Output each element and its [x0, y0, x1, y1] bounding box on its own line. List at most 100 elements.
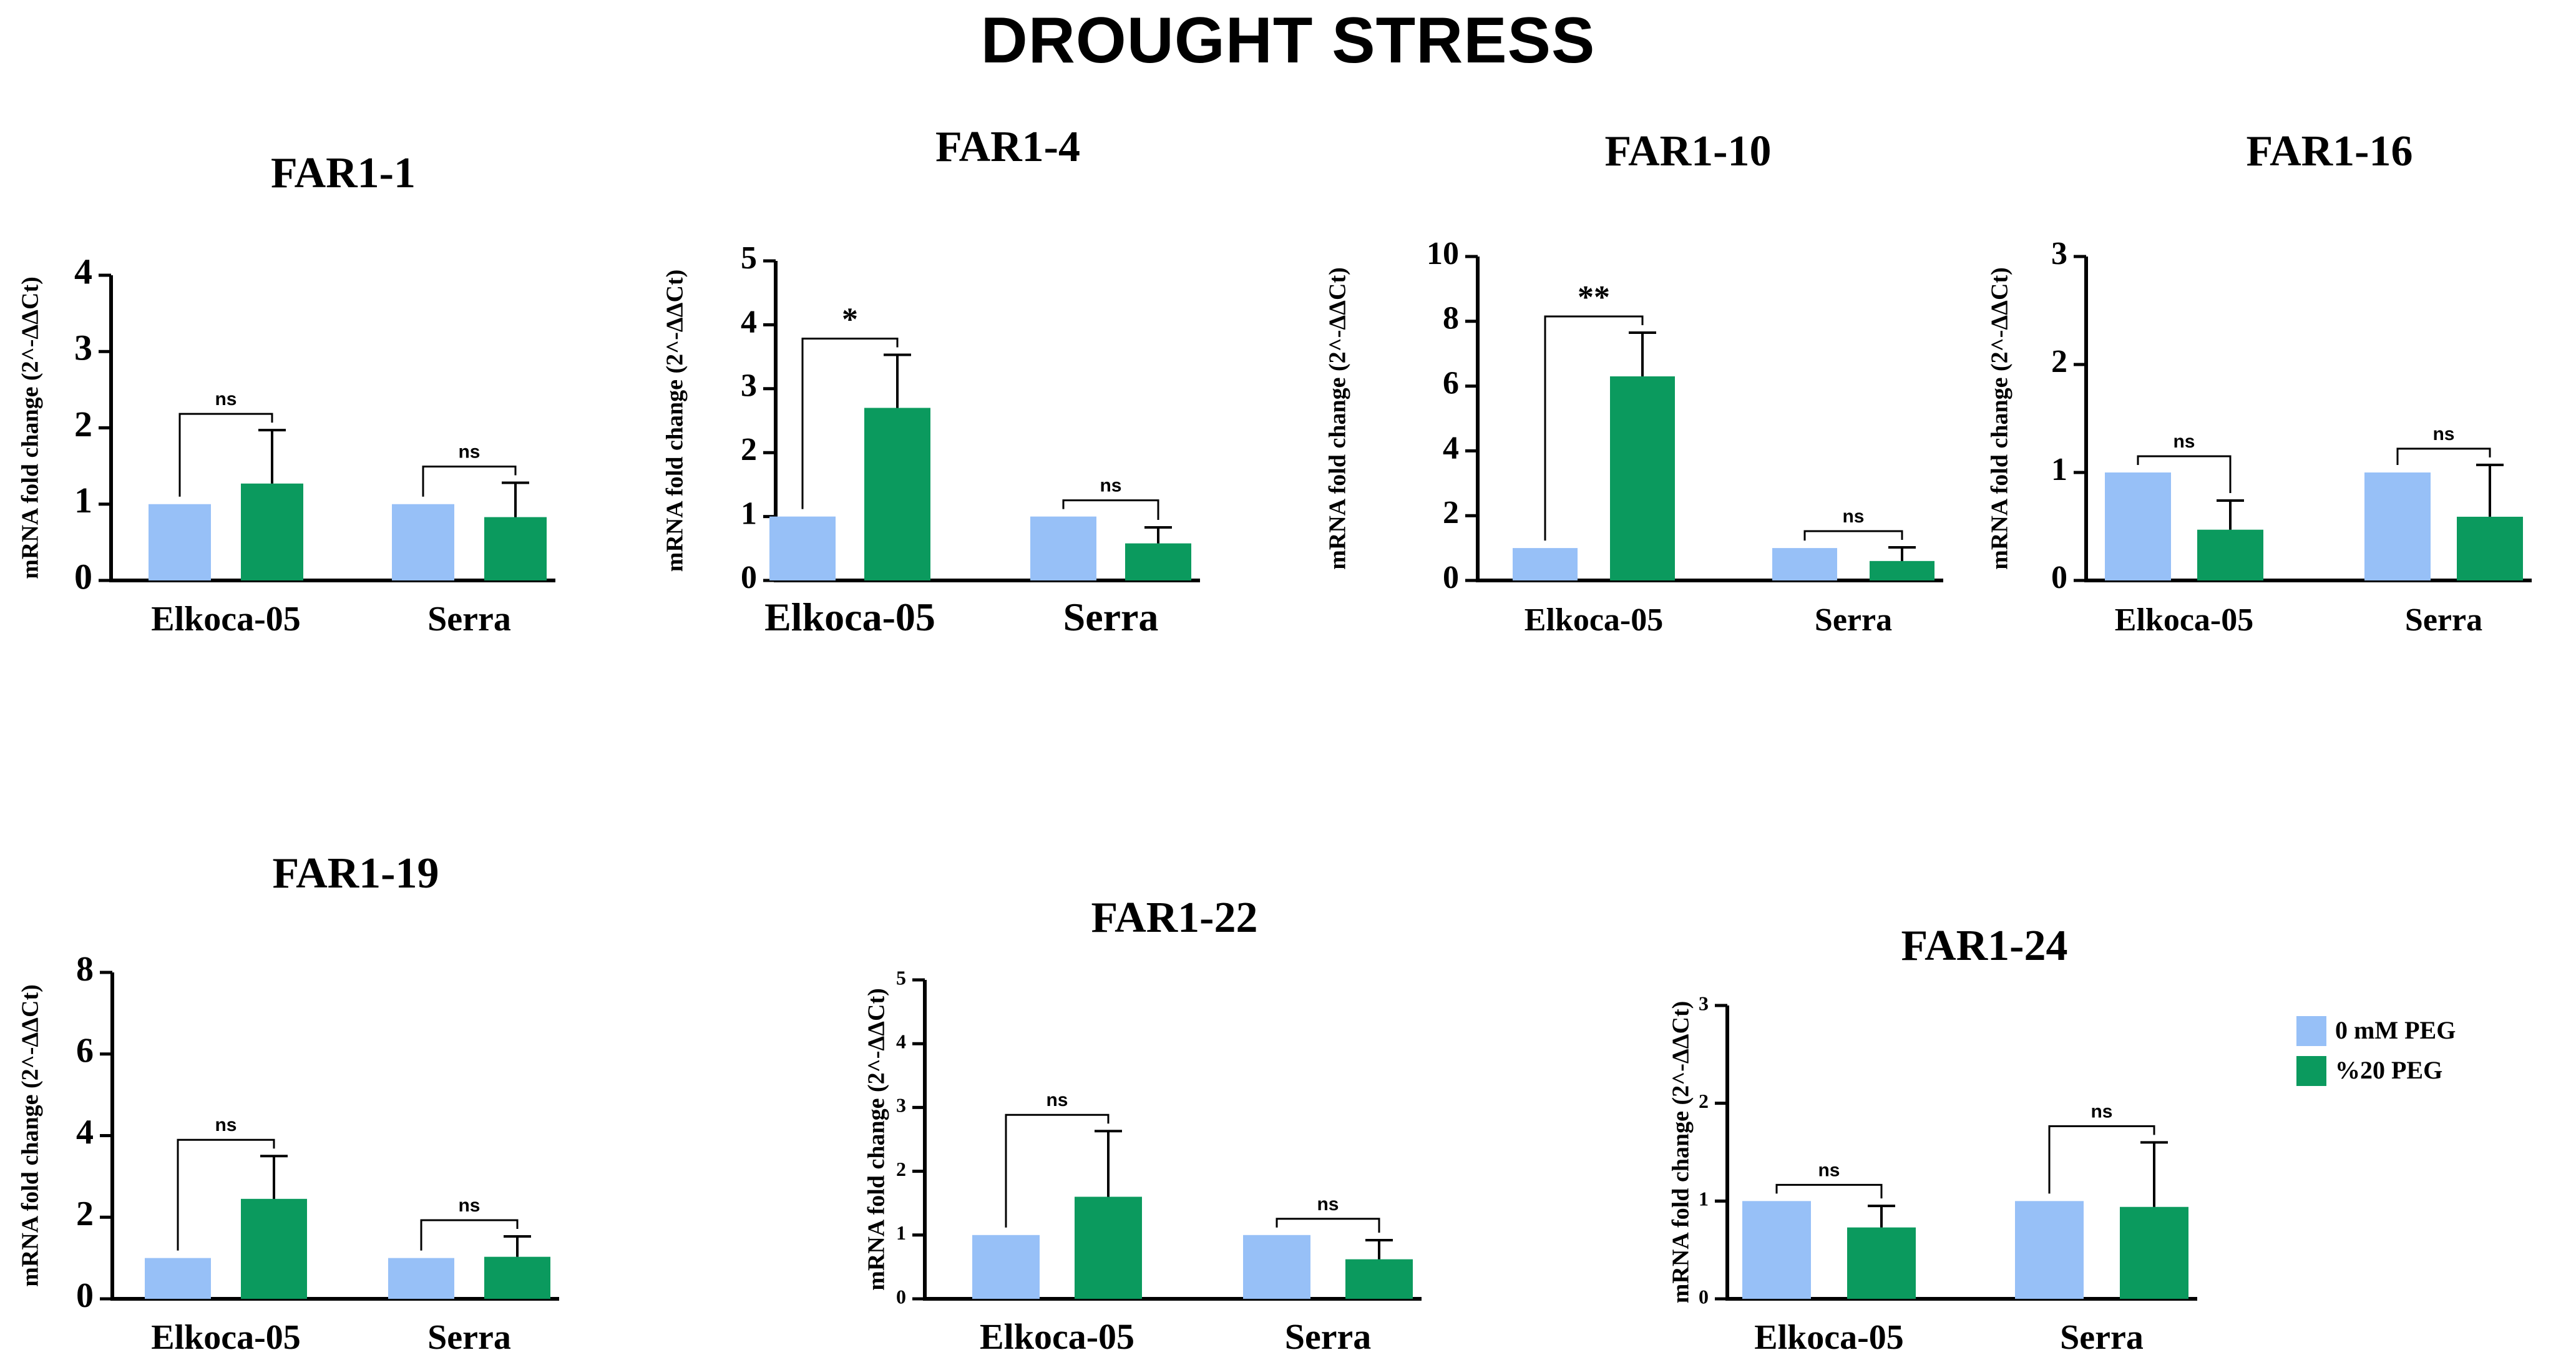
bar-20pct-PEG: [484, 1256, 550, 1299]
bar-0mM-PEG: [1030, 516, 1096, 580]
bar-20pct-PEG: [241, 483, 303, 580]
y-tick-label: 5: [741, 240, 757, 276]
legend-label: %20 PEG: [2335, 1056, 2442, 1084]
significance-label: ns: [2091, 1101, 2112, 1122]
significance-label: ns: [2432, 424, 2454, 444]
significance-label: **: [1578, 280, 1610, 315]
bar-20pct-PEG: [1610, 376, 1675, 580]
y-tick-label: 8: [76, 950, 94, 989]
y-tick-label: 4: [74, 251, 92, 291]
y-tick-label: 0: [1699, 1285, 1709, 1308]
bar-0mM-PEG: [2364, 472, 2431, 580]
significance-label: ns: [458, 1195, 480, 1216]
y-axis-label: mRNA fold change (2^-ΔΔCt): [1987, 267, 2013, 570]
chart-panel: FAR1-22 mRNA fold change (2^-ΔΔCt) 0 1 2 3 4 5 n…: [864, 894, 1422, 1355]
y-tick-label: 3: [74, 328, 92, 368]
bar-20pct-PEG: [1075, 1196, 1142, 1299]
x-category-label: Elkoca-05: [764, 595, 935, 639]
bar-20pct-PEG: [484, 517, 547, 580]
y-tick-label: 2: [2051, 344, 2067, 379]
bar-0mM-PEG: [769, 516, 836, 580]
figure-title: DROUGHT STRESS: [980, 4, 1596, 77]
bar-20pct-PEG: [2120, 1206, 2188, 1299]
y-tick-label: 6: [76, 1032, 94, 1070]
significance-bracket: [1276, 1218, 1380, 1233]
significance-label: ns: [458, 442, 480, 462]
significance-label: ns: [215, 389, 237, 409]
significance-bracket: [177, 1138, 275, 1251]
x-category-label: Serra: [1285, 1316, 1372, 1355]
y-tick-label: 5: [896, 966, 906, 989]
legend-item: 0 mM PEG: [2296, 1016, 2456, 1046]
y-tick-label: 2: [741, 432, 757, 467]
y-tick-label: 2: [74, 404, 92, 444]
y-axis-label: mRNA fold change (2^-ΔΔCt): [1325, 267, 1351, 570]
bar-20pct-PEG: [241, 1198, 307, 1299]
y-tick-label: 1: [1699, 1188, 1709, 1210]
chart-panel: FAR1-16 mRNA fold change (2^-ΔΔCt) 0 1 2 3 ns E…: [1987, 127, 2532, 638]
bar-20pct-PEG: [2457, 516, 2523, 580]
bar-0mM-PEG: [392, 504, 454, 580]
y-tick-label: 4: [741, 304, 757, 340]
chart-panel: FAR1-10 mRNA fold change (2^-ΔΔCt) 0 2 4 6 8 10…: [1325, 127, 1943, 638]
x-category-label: Elkoca-05: [1525, 602, 1663, 638]
bar-0mM-PEG: [388, 1258, 454, 1299]
y-tick-label: 3: [1699, 992, 1709, 1014]
x-category-label: Elkoca-05: [151, 600, 301, 638]
y-tick-label: 2: [1699, 1090, 1709, 1112]
chart-title: FAR1-4: [935, 123, 1080, 171]
y-axis-label: mRNA fold change (2^-ΔΔCt): [1668, 1001, 1694, 1304]
chart-title: FAR1-10: [1605, 127, 1772, 175]
bar-0mM-PEG: [149, 504, 211, 580]
y-tick-label: 0: [2051, 560, 2067, 595]
legend-item: %20 PEG: [2296, 1056, 2442, 1086]
significance-label: ns: [215, 1115, 237, 1135]
significance-bracket: [1775, 1183, 1883, 1199]
significance-bracket: [1062, 499, 1159, 521]
bar-20pct-PEG: [1345, 1259, 1413, 1299]
significance-label: ns: [1100, 476, 1121, 496]
bar-20pct-PEG: [1870, 560, 1934, 580]
chart-title: FAR1-16: [2247, 127, 2413, 175]
y-tick-label: 4: [896, 1030, 906, 1053]
significance-label: *: [842, 302, 858, 338]
y-axis-label: mRNA fold change (2^-ΔΔCt): [17, 276, 44, 579]
significance-bracket: [422, 466, 517, 497]
x-category-label: Serra: [2060, 1318, 2144, 1355]
chart-title: FAR1-19: [273, 849, 439, 898]
bar-0mM-PEG: [145, 1258, 211, 1299]
bar-20pct-PEG: [1125, 543, 1191, 580]
legend-label: 0 mM PEG: [2335, 1016, 2456, 1044]
y-tick-label: 1: [896, 1221, 906, 1244]
bar-20pct-PEG: [1847, 1227, 1916, 1299]
legend-swatch: [2296, 1056, 2326, 1086]
chart-panel: FAR1-4 mRNA fold change (2^-ΔΔCt) 0 1 2 3 4 5 * E…: [662, 123, 1200, 639]
y-tick-label: 0: [741, 560, 757, 595]
x-category-label: Serra: [427, 1318, 511, 1355]
y-axis-label: mRNA fold change (2^-ΔΔCt): [864, 988, 890, 1291]
bar-20pct-PEG: [864, 408, 930, 580]
y-tick-label: 0: [1443, 560, 1459, 595]
significance-bracket: [2137, 455, 2232, 493]
x-category-label: Elkoca-05: [151, 1318, 301, 1355]
chart-title: FAR1-22: [1091, 894, 1258, 942]
y-tick-label: 3: [2051, 236, 2067, 271]
y-tick-label: 1: [74, 480, 92, 521]
y-tick-label: 3: [741, 368, 757, 404]
significance-bracket: [178, 413, 273, 497]
y-tick-label: 0: [76, 1276, 94, 1315]
bar-0mM-PEG: [972, 1235, 1040, 1299]
y-tick-label: 10: [1427, 236, 1459, 271]
x-category-label: Serra: [1815, 602, 1892, 638]
y-tick-label: 1: [741, 496, 757, 532]
y-tick-label: 0: [74, 556, 92, 597]
significance-bracket: [1803, 530, 1903, 541]
y-tick-label: 0: [896, 1285, 906, 1308]
bar-0mM-PEG: [1742, 1201, 1811, 1299]
x-category-label: Elkoca-05: [1754, 1318, 1904, 1355]
y-axis-label: mRNA fold change (2^-ΔΔCt): [17, 984, 44, 1287]
significance-bracket: [420, 1219, 519, 1251]
chart-title: FAR1-24: [1901, 922, 2068, 970]
x-category-label: Serra: [427, 600, 511, 638]
